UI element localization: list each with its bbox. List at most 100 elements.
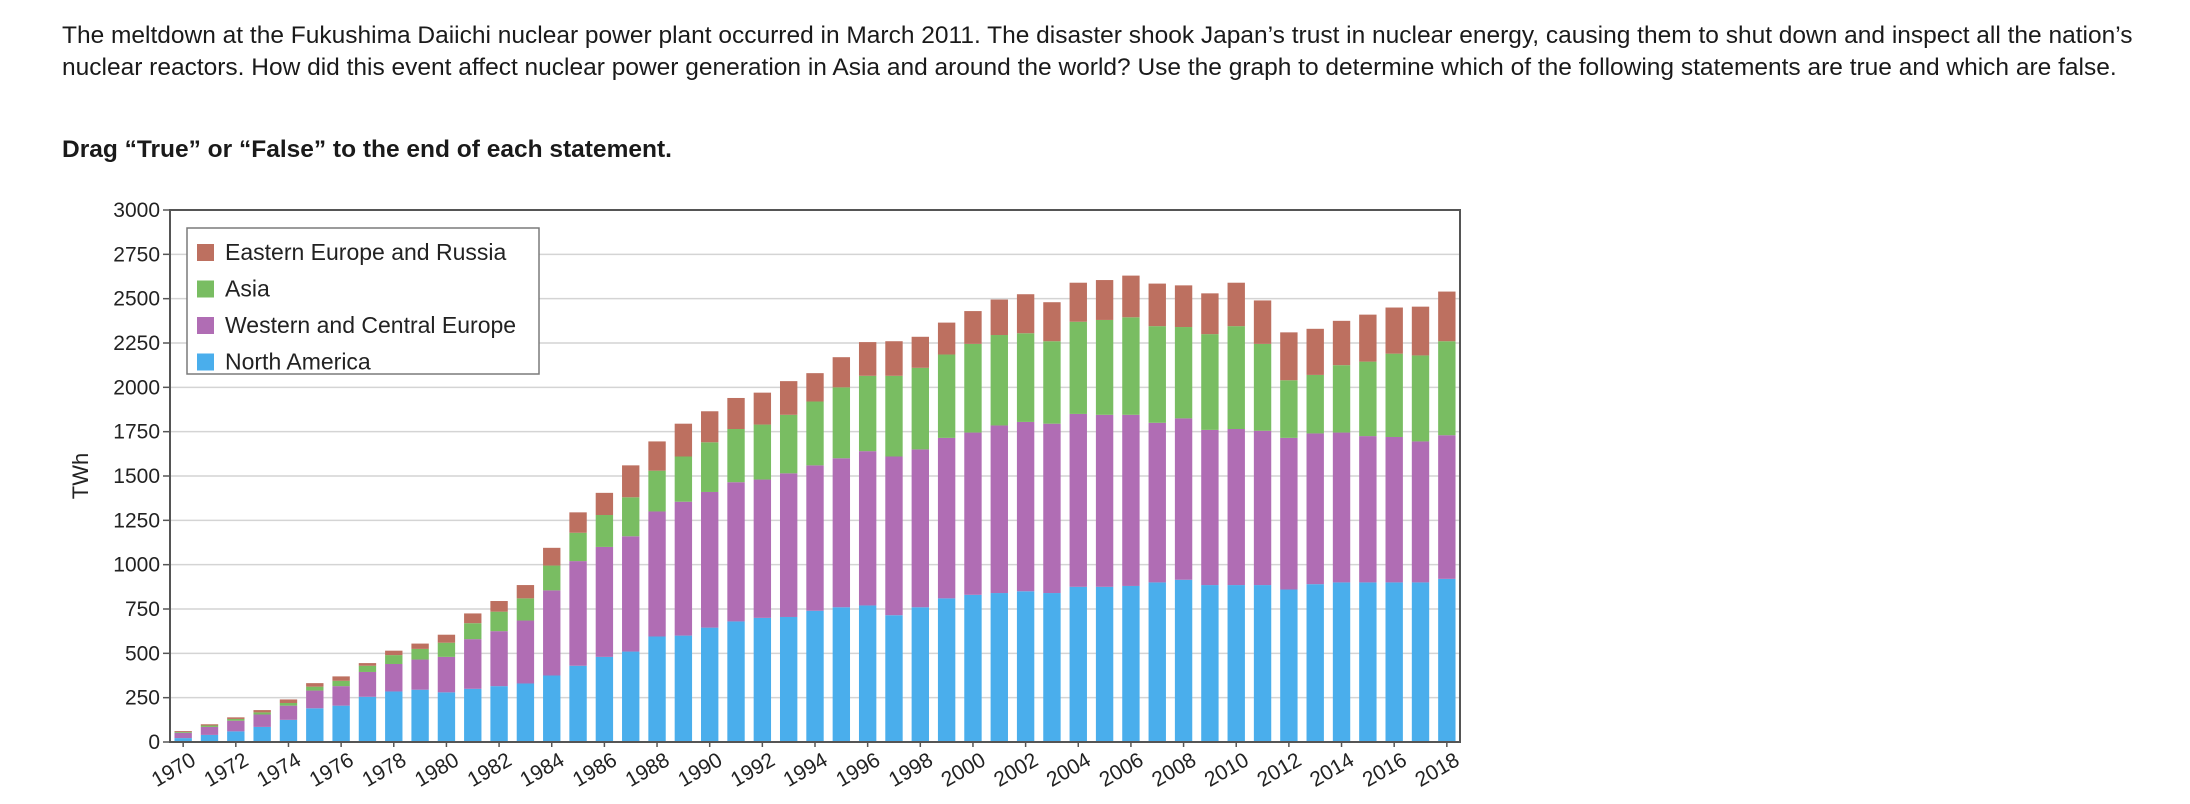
bar-1998-asia — [911, 367, 929, 450]
bar-2002-north-america — [1016, 591, 1035, 742]
y-tick-label: 3000 — [113, 199, 160, 222]
y-tick-label: 2500 — [113, 288, 160, 311]
legend-label: Asia — [225, 276, 270, 302]
bar-1983-north-america — [516, 683, 535, 742]
bar-1986-eastern-europe-and-russia — [595, 492, 614, 516]
bar-2013-eastern-europe-and-russia — [1306, 328, 1324, 375]
bar-2004-asia — [1069, 321, 1087, 414]
bar-2006-western-and-central-europe — [1122, 414, 1140, 586]
bar-1992-asia — [753, 424, 772, 480]
bar-2003-north-america — [1043, 593, 1061, 742]
bar-2002-asia — [1016, 333, 1035, 422]
bar-1976-western-and-central-europe — [332, 686, 350, 706]
x-tick-label: 2010 — [1201, 748, 1253, 791]
legend-label: Western and Central Europe — [225, 312, 516, 338]
bar-1994-north-america — [806, 610, 824, 742]
bar-2010-north-america — [1227, 585, 1245, 742]
bar-1994-eastern-europe-and-russia — [806, 373, 824, 402]
bar-2004-eastern-europe-and-russia — [1069, 282, 1087, 322]
legend-label: Eastern Europe and Russia — [225, 239, 506, 265]
bar-2007-north-america — [1148, 582, 1166, 742]
bar-1978-western-and-central-europe — [385, 663, 403, 692]
bar-1972-eastern-europe-and-russia — [227, 717, 245, 719]
x-tick-label: 2012 — [1253, 748, 1305, 791]
bar-2002-eastern-europe-and-russia — [1016, 294, 1035, 334]
bar-1975-eastern-europe-and-russia — [306, 683, 324, 687]
bar-1976-asia — [332, 680, 350, 687]
bar-1985-asia — [569, 532, 587, 562]
x-tick-label: 1986 — [569, 748, 621, 791]
bar-1970-western-and-central-europe — [174, 732, 192, 739]
bar-2018-eastern-europe-and-russia — [1438, 291, 1456, 342]
bar-1983-eastern-europe-and-russia — [516, 585, 535, 599]
bar-1996-eastern-europe-and-russia — [858, 342, 877, 376]
bar-2006-north-america — [1122, 585, 1140, 742]
bar-1998-north-america — [911, 607, 929, 742]
bar-1971-north-america — [200, 734, 219, 742]
y-tick-label: 1750 — [113, 421, 160, 444]
bar-1973-western-and-central-europe — [253, 714, 271, 727]
bar-2015-eastern-europe-and-russia — [1359, 314, 1377, 362]
bar-1970-north-america — [174, 738, 192, 742]
bar-2012-western-and-central-europe — [1280, 437, 1298, 590]
x-tick-label: 2018 — [1411, 748, 1463, 791]
bar-1976-eastern-europe-and-russia — [332, 676, 350, 681]
bar-1979-north-america — [411, 689, 429, 742]
bar-2017-north-america — [1411, 582, 1430, 742]
bar-2003-western-and-central-europe — [1043, 423, 1061, 594]
x-tick-label: 1998 — [885, 748, 937, 791]
legend-swatch — [197, 244, 214, 261]
bar-1974-western-and-central-europe — [279, 705, 298, 720]
bar-1999-asia — [937, 354, 956, 438]
bar-1998-eastern-europe-and-russia — [911, 336, 929, 368]
bar-1977-asia — [358, 665, 377, 672]
y-tick-label: 1250 — [113, 509, 160, 532]
bar-1992-north-america — [753, 617, 772, 742]
bar-1986-asia — [595, 515, 614, 547]
bar-2006-eastern-europe-and-russia — [1122, 275, 1140, 318]
bar-2014-north-america — [1332, 582, 1351, 742]
x-tick-label: 1994 — [780, 748, 832, 791]
bar-1977-western-and-central-europe — [358, 671, 377, 697]
bar-1977-north-america — [358, 696, 377, 742]
bar-2017-asia — [1411, 355, 1430, 442]
x-tick-label: 2016 — [1359, 748, 1411, 791]
y-tick-label: 1000 — [113, 554, 160, 577]
bar-2000-western-and-central-europe — [964, 432, 982, 595]
bar-2016-eastern-europe-and-russia — [1385, 307, 1403, 354]
x-tick-label: 1978 — [358, 748, 410, 791]
bar-1995-western-and-central-europe — [832, 458, 851, 608]
x-tick-label: 1970 — [148, 748, 200, 791]
bar-1996-asia — [858, 375, 877, 452]
bar-2003-asia — [1043, 341, 1061, 424]
bar-2012-asia — [1280, 380, 1298, 438]
bar-1992-eastern-europe-and-russia — [753, 392, 772, 425]
legend-label: North America — [225, 349, 371, 375]
bar-1979-eastern-europe-and-russia — [411, 643, 429, 649]
bar-1971-asia — [200, 725, 219, 727]
bar-1991-eastern-europe-and-russia — [727, 397, 745, 429]
bar-1997-eastern-europe-and-russia — [885, 341, 903, 376]
bar-2015-north-america — [1359, 582, 1377, 742]
bar-2018-western-and-central-europe — [1438, 435, 1456, 579]
bar-1997-western-and-central-europe — [885, 456, 903, 616]
bar-1982-asia — [490, 611, 508, 632]
question-instruction: Drag “True” or “False” to the end of eac… — [62, 136, 672, 163]
bar-1983-western-and-central-europe — [516, 620, 535, 684]
bar-2015-asia — [1359, 361, 1377, 437]
bar-2005-western-and-central-europe — [1095, 414, 1114, 587]
bar-2007-western-and-central-europe — [1148, 422, 1166, 583]
bar-1978-asia — [385, 655, 403, 664]
bar-2014-eastern-europe-and-russia — [1332, 320, 1351, 366]
bar-2014-western-and-central-europe — [1332, 432, 1351, 583]
bar-2009-asia — [1201, 334, 1219, 430]
bar-1981-eastern-europe-and-russia — [464, 613, 482, 624]
legend-swatch — [197, 280, 214, 298]
bar-1984-north-america — [543, 675, 561, 742]
bar-1999-north-america — [937, 598, 956, 742]
bar-1987-asia — [622, 497, 640, 537]
question-intro: The meltdown at the Fukushima Daiichi nu… — [62, 22, 2133, 81]
bar-1988-eastern-europe-and-russia — [648, 441, 666, 471]
bar-2010-eastern-europe-and-russia — [1227, 282, 1245, 327]
bar-2000-eastern-europe-and-russia — [964, 311, 982, 344]
